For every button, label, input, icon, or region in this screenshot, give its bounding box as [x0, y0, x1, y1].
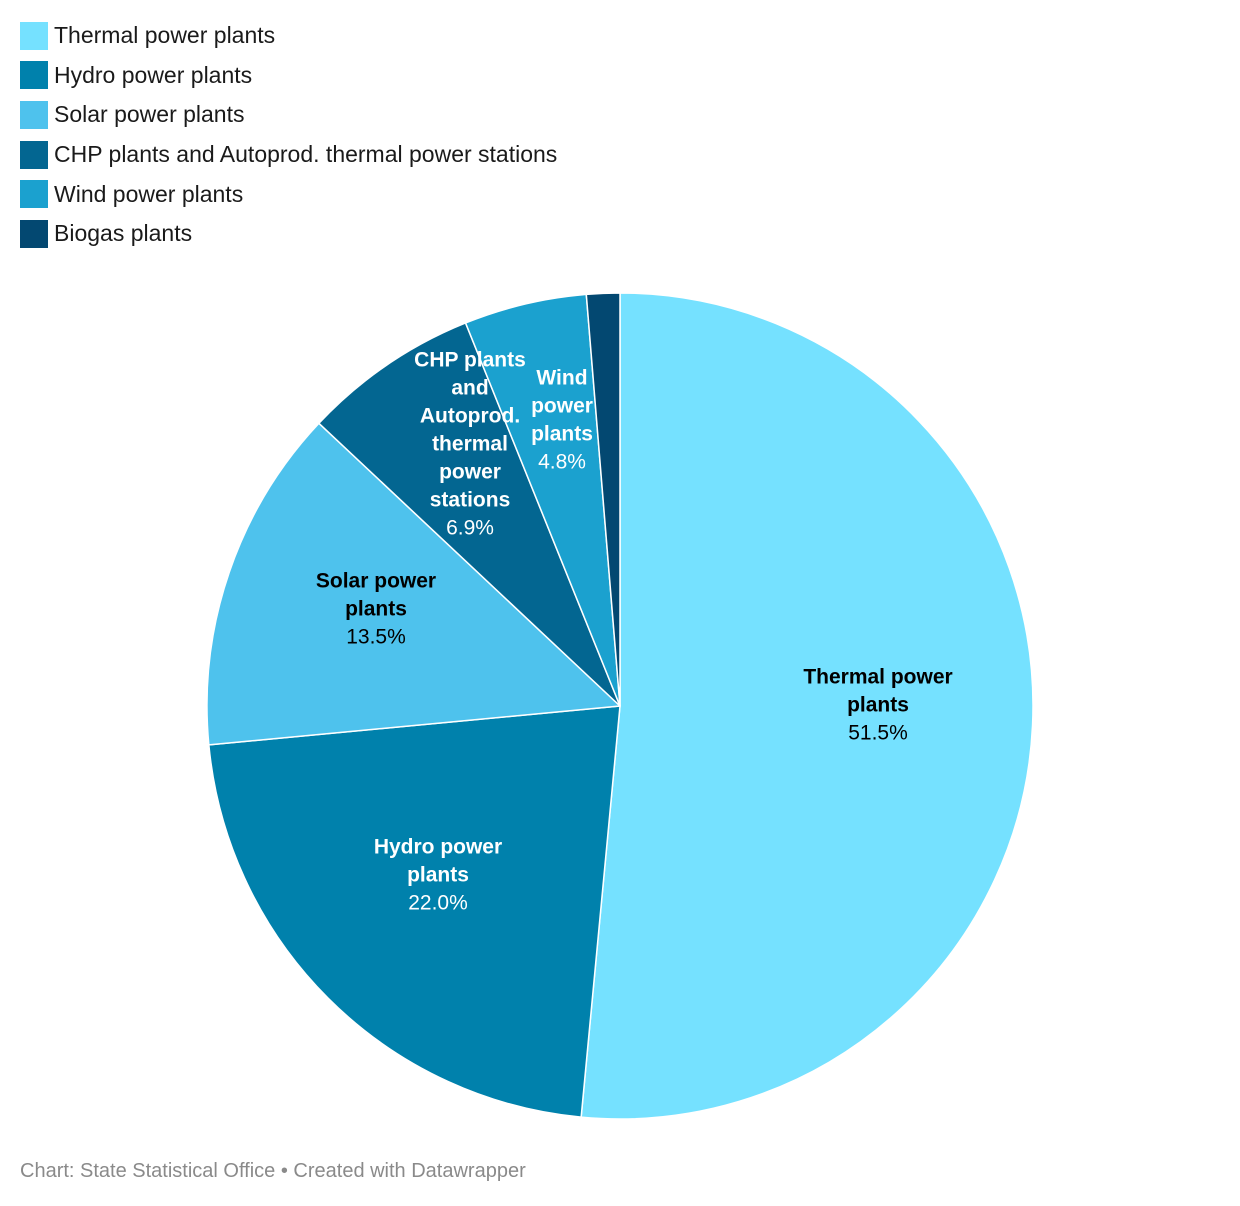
slice-label-name: plants: [531, 423, 593, 446]
slice-label-name: Solar power: [316, 570, 436, 593]
slice-label-name: Wind: [536, 367, 587, 390]
slice-value-label: 13.5%: [346, 626, 406, 649]
pie-slice-biogas-plants: [585, 292, 621, 707]
slice-label-name: plants: [407, 864, 469, 887]
legend-item-thermal: Thermal power plants: [20, 16, 557, 56]
slice-label-name: plants: [847, 694, 909, 717]
slice-label-name: CHP plants: [414, 349, 526, 372]
slice-label-name: plants: [345, 598, 407, 621]
chart-footer: Chart: State Statistical Office • Create…: [20, 1160, 526, 1182]
legend-swatch-chp: [20, 140, 48, 169]
slice-label-name: stations: [430, 489, 511, 512]
legend-swatch-solar: [20, 100, 48, 129]
legend-item-chp: CHP plants and Autoprod. thermal power s…: [20, 135, 557, 175]
slice-label-name: power: [439, 461, 501, 484]
pie-slice-solar-power-plants: [206, 422, 621, 746]
pie-slice-hydro-power-plants: [208, 705, 621, 1118]
legend-item-biogas: Biogas plants: [20, 214, 557, 254]
pie-slices: [206, 292, 1034, 1120]
legend-swatch-biogas: [20, 219, 48, 248]
slice-label-name: Thermal power: [803, 666, 952, 689]
legend-label-thermal: Thermal power plants: [54, 22, 276, 49]
slice-label-name: Hydro power: [374, 836, 502, 859]
slice-label-name: and: [451, 377, 488, 400]
pie-labels: Thermal power plants 51.5% Hydro power plant…: [316, 349, 953, 915]
legend-label-chp: CHP plants and Autoprod. thermal power s…: [54, 141, 558, 168]
slice-value-label: 51.5%: [848, 722, 908, 745]
pie-slice-thermal-power-plants: [580, 292, 1034, 1120]
legend-swatch-hydro: [20, 61, 48, 90]
legend-label-biogas: Biogas plants: [54, 220, 193, 247]
legend: Thermal power plants Hydro power plants …: [20, 16, 557, 254]
slice-value-label: 6.9%: [446, 517, 494, 540]
legend-label-wind: Wind power plants: [54, 180, 244, 207]
slice-value-label: 4.8%: [538, 451, 586, 474]
slice-label-name: power: [531, 395, 593, 418]
legend-item-hydro: Hydro power plants: [20, 56, 557, 96]
pie-chart: Thermal power plants 51.5% Hydro power plant…: [206, 292, 1034, 1120]
legend-swatch-thermal: [20, 21, 48, 50]
pie-slice-chp-plants-and-autoprod-thermal-power-stations: [318, 322, 621, 707]
slice-label-name: Autoprod.: [420, 405, 520, 428]
slice-label-name: thermal: [432, 433, 508, 456]
legend-item-wind: Wind power plants: [20, 174, 557, 214]
legend-label-solar: Solar power plants: [54, 101, 245, 128]
legend-label-hydro: Hydro power plants: [54, 61, 253, 88]
slice-value-label: 22.0%: [408, 892, 468, 915]
legend-item-solar: Solar power plants: [20, 95, 557, 135]
legend-swatch-wind: [20, 180, 48, 209]
